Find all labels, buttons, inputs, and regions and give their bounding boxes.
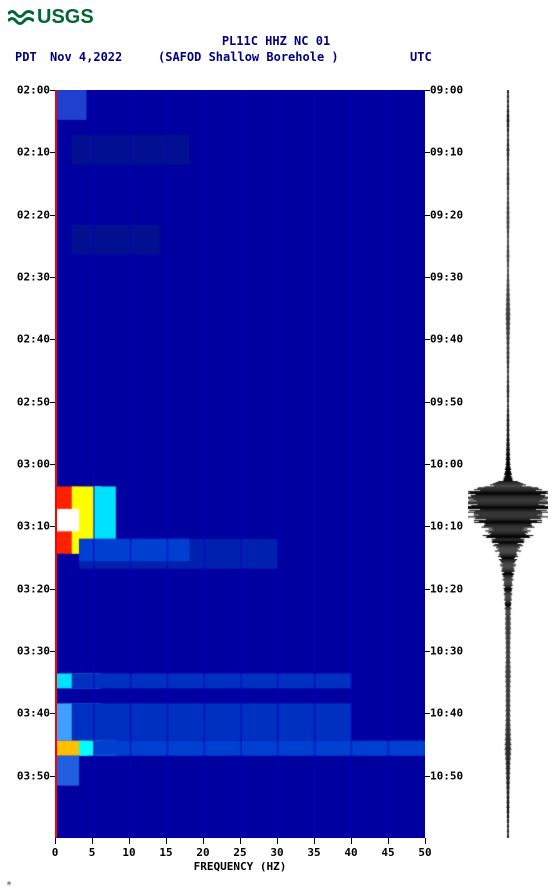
yaxis-right-label: 10:40 xyxy=(430,707,463,720)
yaxis-left-label: 02:10 xyxy=(15,146,50,159)
xaxis-tick xyxy=(203,838,204,844)
yaxis-left-label: 02:20 xyxy=(15,208,50,221)
location-label: (SAFOD Shallow Borehole ) xyxy=(158,50,339,64)
footer-mark: * xyxy=(6,880,12,891)
yaxis-left-label: 03:30 xyxy=(15,645,50,658)
yaxis-right-label: 09:50 xyxy=(430,395,463,408)
xaxis-tick-label: 15 xyxy=(159,846,172,859)
waveform-canvas xyxy=(468,90,548,838)
xaxis-tick-label: 5 xyxy=(89,846,96,859)
pdt-label: PDT xyxy=(15,50,37,64)
yaxis-left-tick xyxy=(50,651,55,652)
utc-label: UTC xyxy=(410,50,432,64)
usgs-logo-text: USGS xyxy=(37,6,94,29)
yaxis-left-tick xyxy=(50,526,55,527)
yaxis-right-tick xyxy=(425,651,430,652)
yaxis-right-label: 10:10 xyxy=(430,520,463,533)
yaxis-left-tick xyxy=(50,215,55,216)
yaxis-left-tick xyxy=(50,90,55,91)
yaxis-right-label: 10:30 xyxy=(430,645,463,658)
xaxis-tick-label: 45 xyxy=(381,846,394,859)
yaxis-right-label: 09:20 xyxy=(430,208,463,221)
yaxis-right-tick xyxy=(425,90,430,91)
xaxis-tick xyxy=(166,838,167,844)
yaxis-left-label: 02:30 xyxy=(15,271,50,284)
yaxis-right-tick xyxy=(425,339,430,340)
yaxis-right-tick xyxy=(425,526,430,527)
xaxis-tick-label: 35 xyxy=(307,846,320,859)
yaxis-left-tick xyxy=(50,589,55,590)
yaxis-right-tick xyxy=(425,402,430,403)
yaxis-right-label: 10:50 xyxy=(430,769,463,782)
xaxis-tick xyxy=(314,838,315,844)
plot-title: PL11C HHZ NC 01 xyxy=(0,34,552,48)
xaxis-tick xyxy=(425,838,426,844)
xaxis-tick xyxy=(388,838,389,844)
yaxis-right-label: 10:00 xyxy=(430,458,463,471)
yaxis-left-tick xyxy=(50,402,55,403)
yaxis-right-tick xyxy=(425,776,430,777)
yaxis-left-label: 02:00 xyxy=(15,84,50,97)
yaxis-left-label: 02:40 xyxy=(15,333,50,346)
yaxis-right-tick xyxy=(425,277,430,278)
xaxis-tick xyxy=(92,838,93,844)
yaxis-right-tick xyxy=(425,215,430,216)
yaxis-left-tick xyxy=(50,152,55,153)
yaxis-right-label: 10:20 xyxy=(430,582,463,595)
xaxis-tick-label: 30 xyxy=(270,846,283,859)
xaxis-tick-label: 50 xyxy=(418,846,431,859)
xaxis-tick-label: 20 xyxy=(196,846,209,859)
xaxis-tick xyxy=(240,838,241,844)
xaxis-tick xyxy=(129,838,130,844)
yaxis-left-label: 03:00 xyxy=(15,458,50,471)
xaxis-tick-label: 0 xyxy=(52,846,59,859)
yaxis-right-tick xyxy=(425,713,430,714)
yaxis-left-tick xyxy=(50,339,55,340)
xaxis-tick xyxy=(55,838,56,844)
yaxis-left-label: 03:40 xyxy=(15,707,50,720)
spectrogram-panel xyxy=(55,90,425,838)
usgs-waves-icon xyxy=(8,8,34,28)
yaxis-left-label: 03:10 xyxy=(15,520,50,533)
yaxis-right-label: 09:30 xyxy=(430,271,463,284)
yaxis-right-tick xyxy=(425,589,430,590)
yaxis-right-label: 09:00 xyxy=(430,84,463,97)
yaxis-left-label: 03:50 xyxy=(15,769,50,782)
xaxis-tick-label: 40 xyxy=(344,846,357,859)
xaxis-tick-label: 10 xyxy=(122,846,135,859)
yaxis-right-tick xyxy=(425,464,430,465)
yaxis-left-label: 02:50 xyxy=(15,395,50,408)
xaxis-tick xyxy=(351,838,352,844)
yaxis-right-tick xyxy=(425,152,430,153)
usgs-logo: USGS xyxy=(8,6,94,29)
yaxis-left-label: 03:20 xyxy=(15,582,50,595)
yaxis-left-tick xyxy=(50,277,55,278)
date-label: Nov 4,2022 xyxy=(50,50,122,64)
waveform-panel xyxy=(468,90,548,838)
yaxis-right-label: 09:40 xyxy=(430,333,463,346)
spectrogram-canvas xyxy=(57,90,425,838)
xaxis-tick xyxy=(277,838,278,844)
yaxis-left-tick xyxy=(50,776,55,777)
yaxis-left-tick xyxy=(50,713,55,714)
xaxis-tick-label: 25 xyxy=(233,846,246,859)
yaxis-left-tick xyxy=(50,464,55,465)
plot-area: 0 5 10 15 20 25 30 35 40 45 50 02:00 02:10 02:20 02:3… xyxy=(0,80,552,880)
yaxis-right-label: 09:10 xyxy=(430,146,463,159)
xaxis-title: FREQUENCY (HZ) xyxy=(55,860,425,873)
